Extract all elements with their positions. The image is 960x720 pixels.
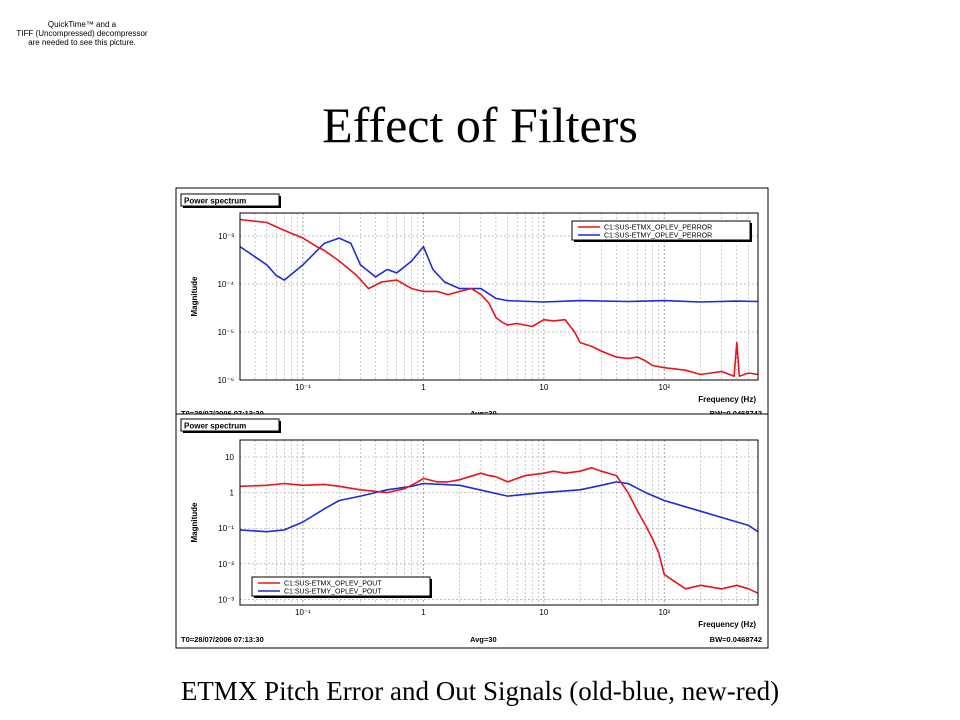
quicktime-line-1: QuickTime™ and a (47, 20, 117, 29)
y-tick-label: 10⁻² (218, 560, 234, 569)
x-tick-label: 10⁻¹ (295, 383, 311, 392)
panel-label: Power spectrum (184, 197, 246, 206)
legend: C1:SUS-ETMX_OPLEV_POUTC1:SUS-ETMY_OPLEV_… (251, 576, 432, 598)
series-line-etmx (240, 466, 758, 594)
x-tick-label: 10² (659, 383, 671, 392)
panel-label-box (180, 193, 280, 207)
legend-box (571, 220, 751, 241)
x-axis-label: Frequency (Hz) (698, 620, 756, 629)
series-line-etmy (240, 237, 758, 303)
plot-frame (239, 439, 759, 606)
y-tick-label: 10⁻⁵ (218, 328, 234, 337)
footer-t0: T0=28/07/2006 07:13:30 (181, 635, 264, 644)
y-tick-label: 10⁻⁶ (218, 376, 234, 385)
y-tick-label: 10⁻³ (218, 595, 234, 604)
quicktime-line-2: TIFF (Uncompressed) decompressor (16, 29, 148, 38)
x-tick-label: 10⁻¹ (295, 608, 311, 617)
legend-entry: C1:SUS-ETMY_OPLEV_POUT (284, 589, 382, 596)
series-group (240, 218, 758, 378)
legend-entry: C1:SUS-ETMX_OPLEV_POUT (284, 581, 382, 588)
slide-caption: ETMX Pitch Error and Out Signals (old-bl… (180, 676, 780, 706)
y-tick-label: 10⁻⁴ (217, 280, 234, 289)
legend-entry: C1:SUS-ETMX_OPLEV_PERROR (604, 225, 712, 232)
plot-frame (239, 212, 759, 381)
quicktime-placeholder: QuickTime™ and a TIFF (Uncompressed) dec… (2, 20, 162, 47)
y-tick-label: 10 (225, 453, 234, 462)
y-tick-label: 10⁻³ (218, 232, 234, 241)
chart-panel-2: Power spectrum 10⁻¹ 1 10 10² 10⁻³ 10⁻² 10⁻¹ 1 10 F… (175, 413, 769, 649)
chart-panel-1: Power spectrum 10⁻¹ 1 10 10² 10⁻⁶ 10⁻⁵ 10⁻⁴ 10⁻³… (175, 187, 769, 423)
x-tick-label: 10 (539, 608, 548, 617)
x-tick-label: 1 (421, 383, 426, 392)
y-axis-label: Magnitude (190, 502, 199, 543)
y-tick-label: 10⁻¹ (218, 524, 234, 533)
x-axis-label: Frequency (Hz) (698, 395, 756, 404)
legend-entry: C1:SUS-ETMY_OPLEV_PERROR (604, 233, 712, 240)
series-line-etmy (240, 481, 758, 533)
quicktime-line-3: are needed to see this picture. (28, 38, 136, 47)
series-group (240, 466, 758, 594)
panel-label: Power spectrum (184, 422, 246, 431)
footer-bw: BW=0.0468742 (710, 635, 762, 644)
y-axis-label: Magnitude (190, 276, 199, 317)
x-tick-label: 10 (539, 383, 548, 392)
legend: C1:SUS-ETMX_OPLEV_PERRORC1:SUS-ETMY_OPLE… (571, 220, 752, 242)
slide-title: Effect of Filters (322, 97, 638, 153)
x-tick-label: 10² (659, 608, 671, 617)
panel-label-box (180, 418, 280, 432)
legend-box (251, 576, 431, 597)
series-line-etmx (240, 218, 758, 378)
footer-avg: Avg=30 (470, 635, 497, 644)
y-tick-label: 1 (230, 489, 235, 498)
x-tick-label: 1 (421, 608, 426, 617)
